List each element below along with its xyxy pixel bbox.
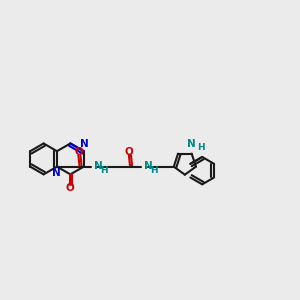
Text: H: H	[197, 142, 204, 152]
Text: O: O	[125, 147, 134, 158]
Text: N: N	[94, 161, 103, 171]
Text: N: N	[187, 139, 196, 149]
Text: O: O	[66, 183, 75, 193]
Text: N: N	[52, 168, 61, 178]
Text: N: N	[80, 140, 89, 149]
Text: H: H	[150, 166, 158, 175]
Text: H: H	[100, 166, 107, 175]
Text: N: N	[144, 161, 153, 171]
Text: O: O	[74, 147, 83, 158]
